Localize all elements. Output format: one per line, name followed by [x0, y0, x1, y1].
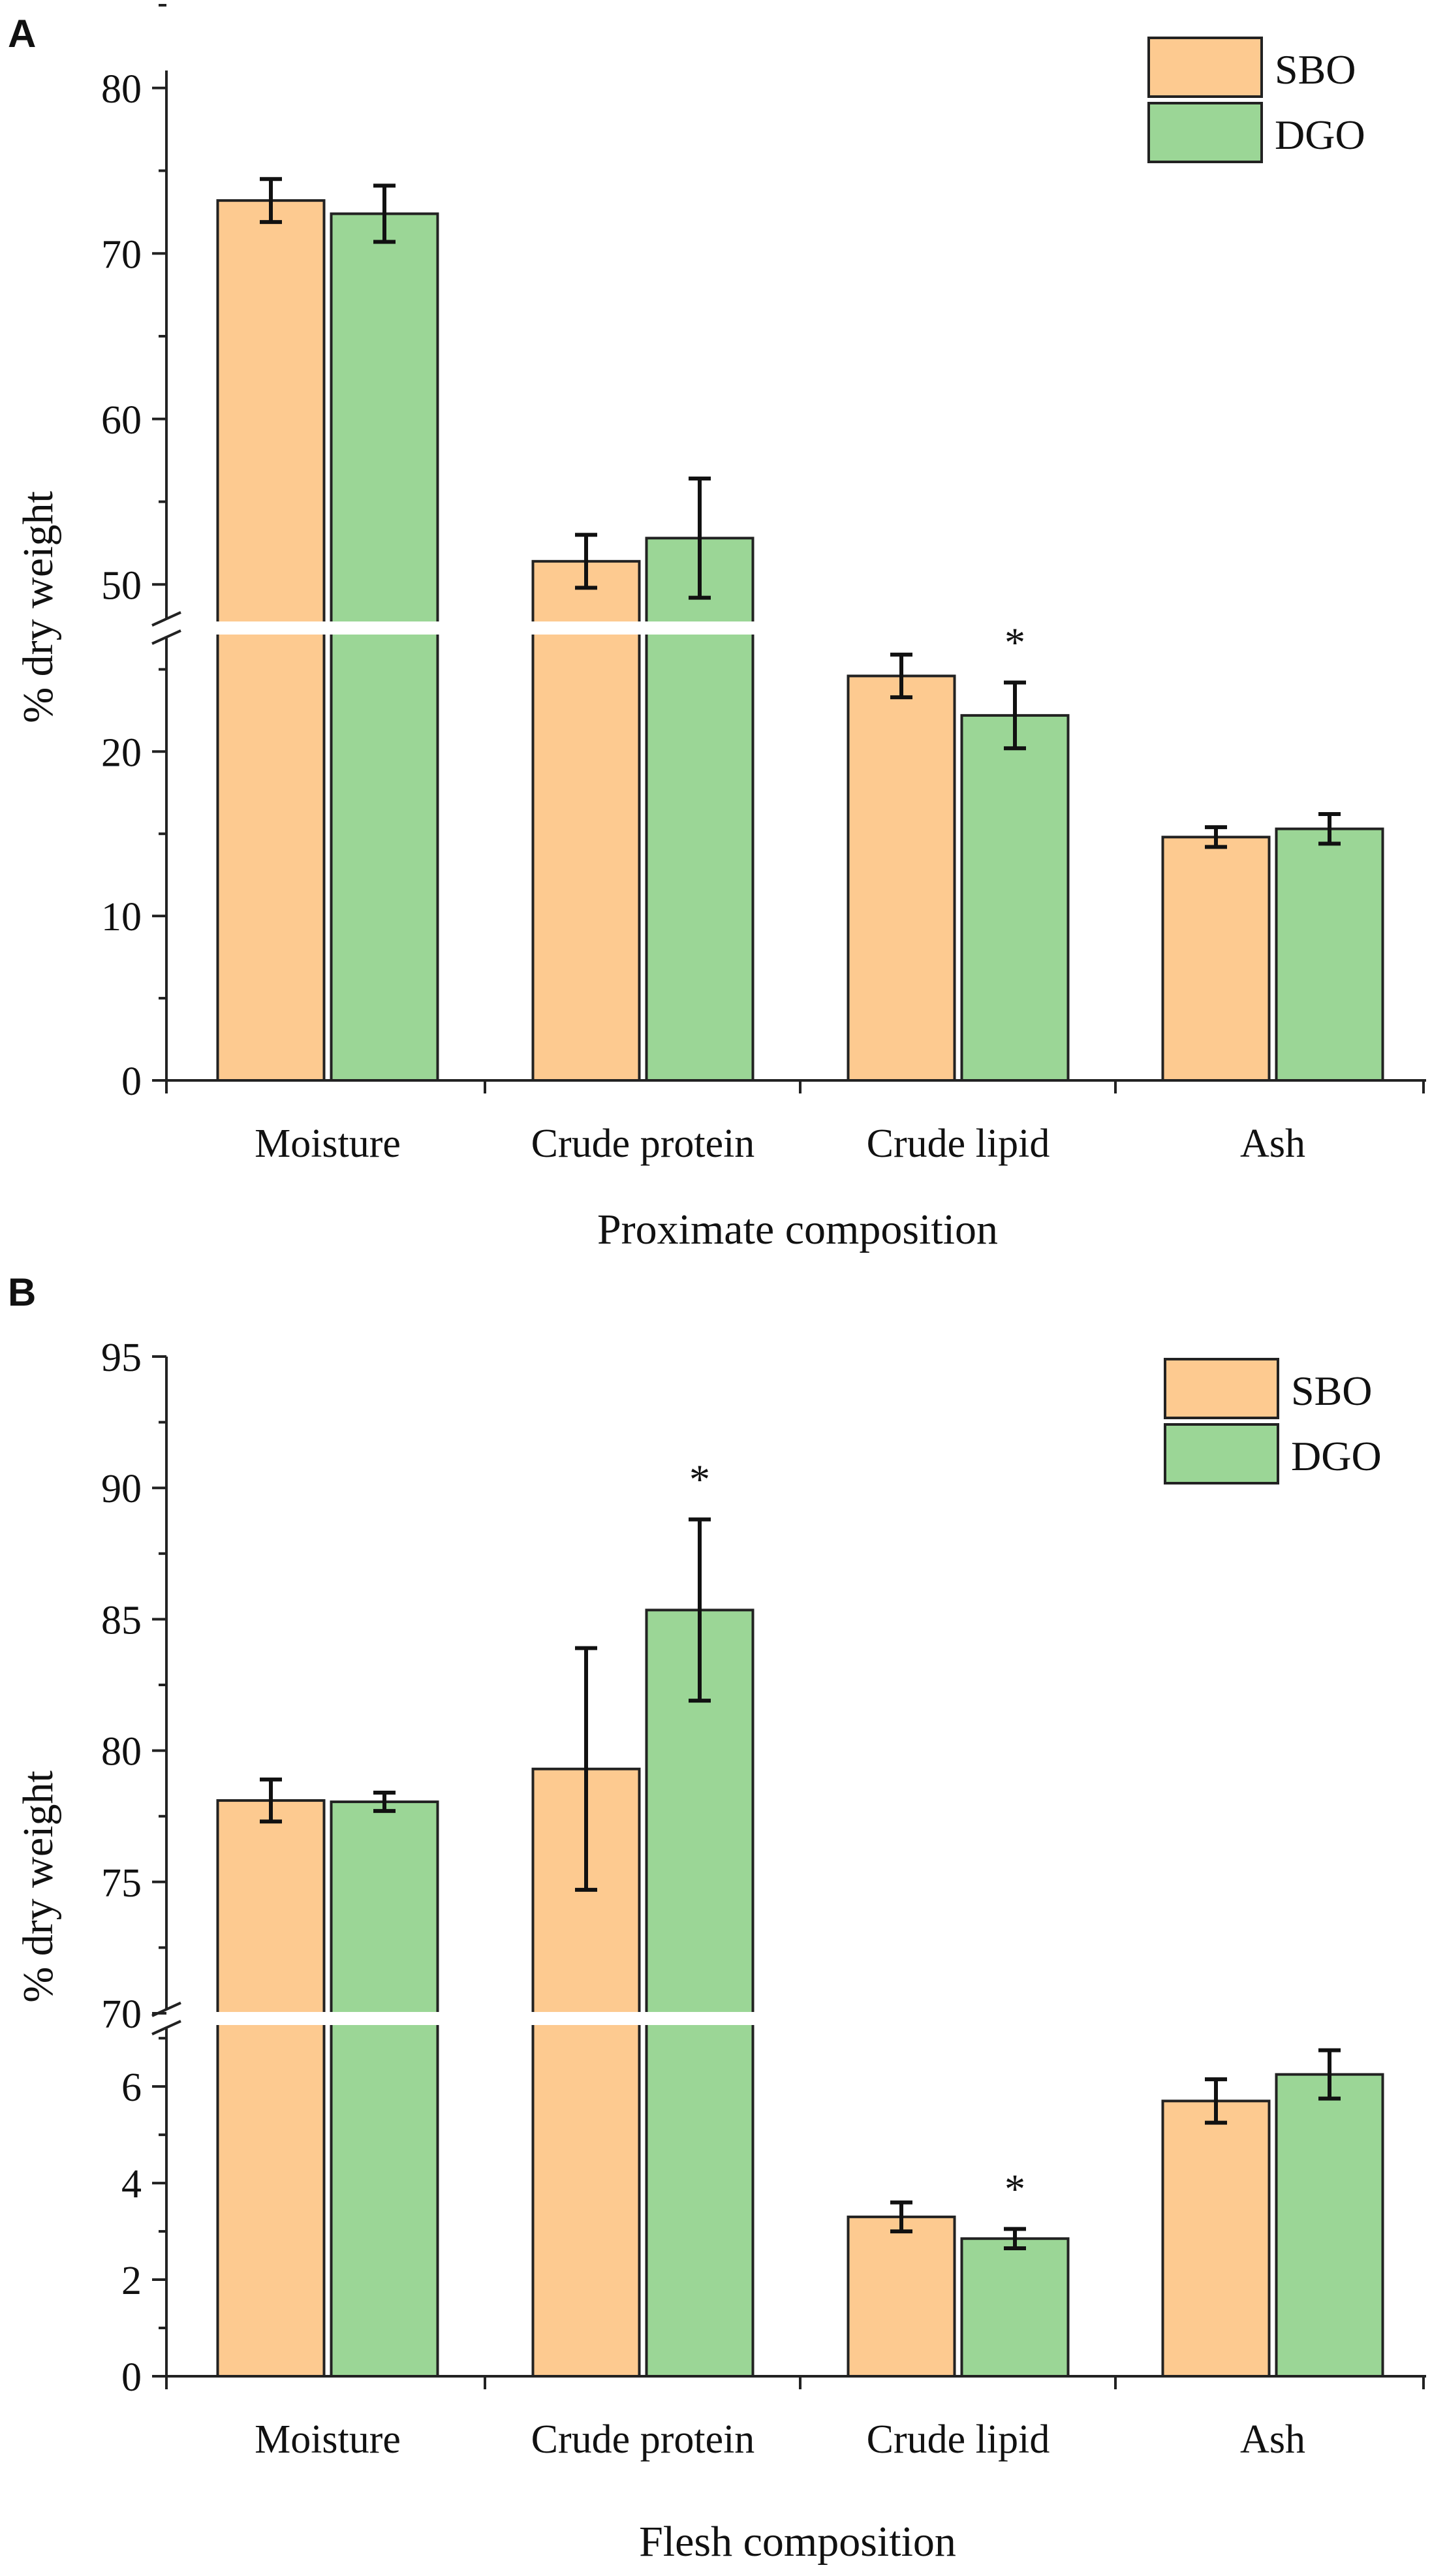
y-tick-group: 0 2 4 6 70 75 80 85 90 95	[101, 1336, 1425, 2400]
y-axis-title: % dry weight	[14, 1770, 62, 2003]
axis-break-band	[169, 621, 1429, 635]
x-axis-title: Proximate composition	[597, 1206, 998, 1253]
significance-star: *	[1004, 620, 1025, 666]
y-tick-label: 70	[101, 1992, 142, 2037]
y-tick-label: 70	[101, 232, 142, 277]
legend-label-sbo: SBO	[1291, 1368, 1373, 1414]
bar-sbo	[847, 674, 956, 1082]
y-tick-label: 2	[121, 2259, 142, 2303]
x-tick-label: Crude protein	[531, 2417, 755, 2462]
y-tick-label: 60	[101, 398, 142, 443]
bar-dgo	[645, 537, 755, 1082]
bar-sbo	[1161, 2099, 1271, 2378]
significance-group: **	[689, 1456, 1025, 2212]
bar-dgo	[1275, 2073, 1384, 2378]
axis-break-group	[169, 621, 1429, 635]
y-tick-label: 10	[101, 895, 142, 939]
axis-break-mark	[151, 2020, 181, 2035]
x-tick-label: Crude protein	[531, 1122, 755, 1166]
axis-break-mark	[151, 611, 181, 627]
legend-swatch-dgo	[1164, 1423, 1279, 1484]
y-tick-label: 80	[101, 1730, 142, 1774]
x-tick-labels: Moisture Crude protein Crude lipid Ash	[255, 2417, 1305, 2462]
x-tick-label: Crude lipid	[867, 1122, 1050, 1166]
y-tick-label: 6	[121, 2066, 142, 2110]
error-bar-group	[260, 1517, 1341, 2250]
significance-group: *	[1004, 620, 1025, 666]
bar-dgo	[330, 1800, 439, 2378]
x-axis-title: Flesh composition	[639, 2518, 956, 2566]
bar-group	[216, 1609, 1384, 2378]
bar-sbo	[216, 199, 326, 1082]
axes-group	[151, 71, 1426, 1082]
y-tick-label: 75	[101, 1861, 142, 1906]
x-tick-labels: Moisture Crude protein Crude lipid Ash	[255, 1122, 1305, 1166]
legend: SBO DGO	[1147, 37, 1365, 163]
legend-label-dgo: DGO	[1275, 112, 1365, 158]
bar-dgo	[960, 2237, 1070, 2378]
error-bar-group	[260, 177, 1341, 849]
bar-sbo	[531, 559, 641, 1082]
axis-break-mark	[151, 629, 181, 645]
legend: SBO DGO	[1164, 1358, 1382, 1484]
axis-break-band	[169, 2012, 1429, 2025]
y-axis-title: % dry weight	[14, 491, 62, 723]
x-tick-label: Crude lipid	[867, 2417, 1050, 2462]
legend-swatch-dgo	[1147, 102, 1263, 163]
x-tick-label: Ash	[1240, 2417, 1305, 2462]
bar-dgo	[1275, 827, 1384, 1082]
y-tick-label: 0	[121, 2355, 142, 2400]
y-tick-label: 0	[121, 1060, 142, 1104]
significance-star: *	[1004, 2165, 1025, 2212]
y-tick-label: 4	[121, 2162, 142, 2207]
legend-label-dgo: DGO	[1291, 1433, 1382, 1479]
legend-swatch-sbo	[1147, 37, 1263, 98]
panel-label-b: B	[8, 1270, 36, 1314]
x-tick-label: Moisture	[255, 2417, 401, 2462]
y-tick-label: 95	[101, 1336, 142, 1380]
x-tick-label: Ash	[1240, 1122, 1305, 1166]
panel-a: A 0 10 20 50 60 70 80 * Moisture Crude protein…	[8, 4, 1429, 1253]
y-tick-label: 80	[101, 67, 142, 112]
y-tick-label: 90	[101, 1467, 142, 1511]
y-tick-label: 85	[101, 1598, 142, 1642]
legend-label-sbo: SBO	[1275, 46, 1356, 93]
significance-star: *	[689, 1456, 710, 1502]
bar-dgo	[960, 714, 1070, 1082]
x-tick-label: Moisture	[255, 1122, 401, 1166]
bar-dgo	[645, 1609, 755, 2378]
bar-sbo	[847, 2215, 956, 2378]
y-tick-group: 0 10 20 50 60 70 80	[101, 4, 1425, 1104]
bar-sbo	[216, 1799, 326, 2378]
axis-break-group	[169, 2012, 1429, 2025]
legend-swatch-sbo	[1164, 1358, 1279, 1419]
panel-label-a: A	[8, 12, 36, 55]
y-tick-label: 20	[101, 730, 142, 775]
bar-dgo	[330, 212, 439, 1082]
y-tick-label: 50	[101, 563, 142, 608]
bar-sbo	[1161, 836, 1271, 1082]
